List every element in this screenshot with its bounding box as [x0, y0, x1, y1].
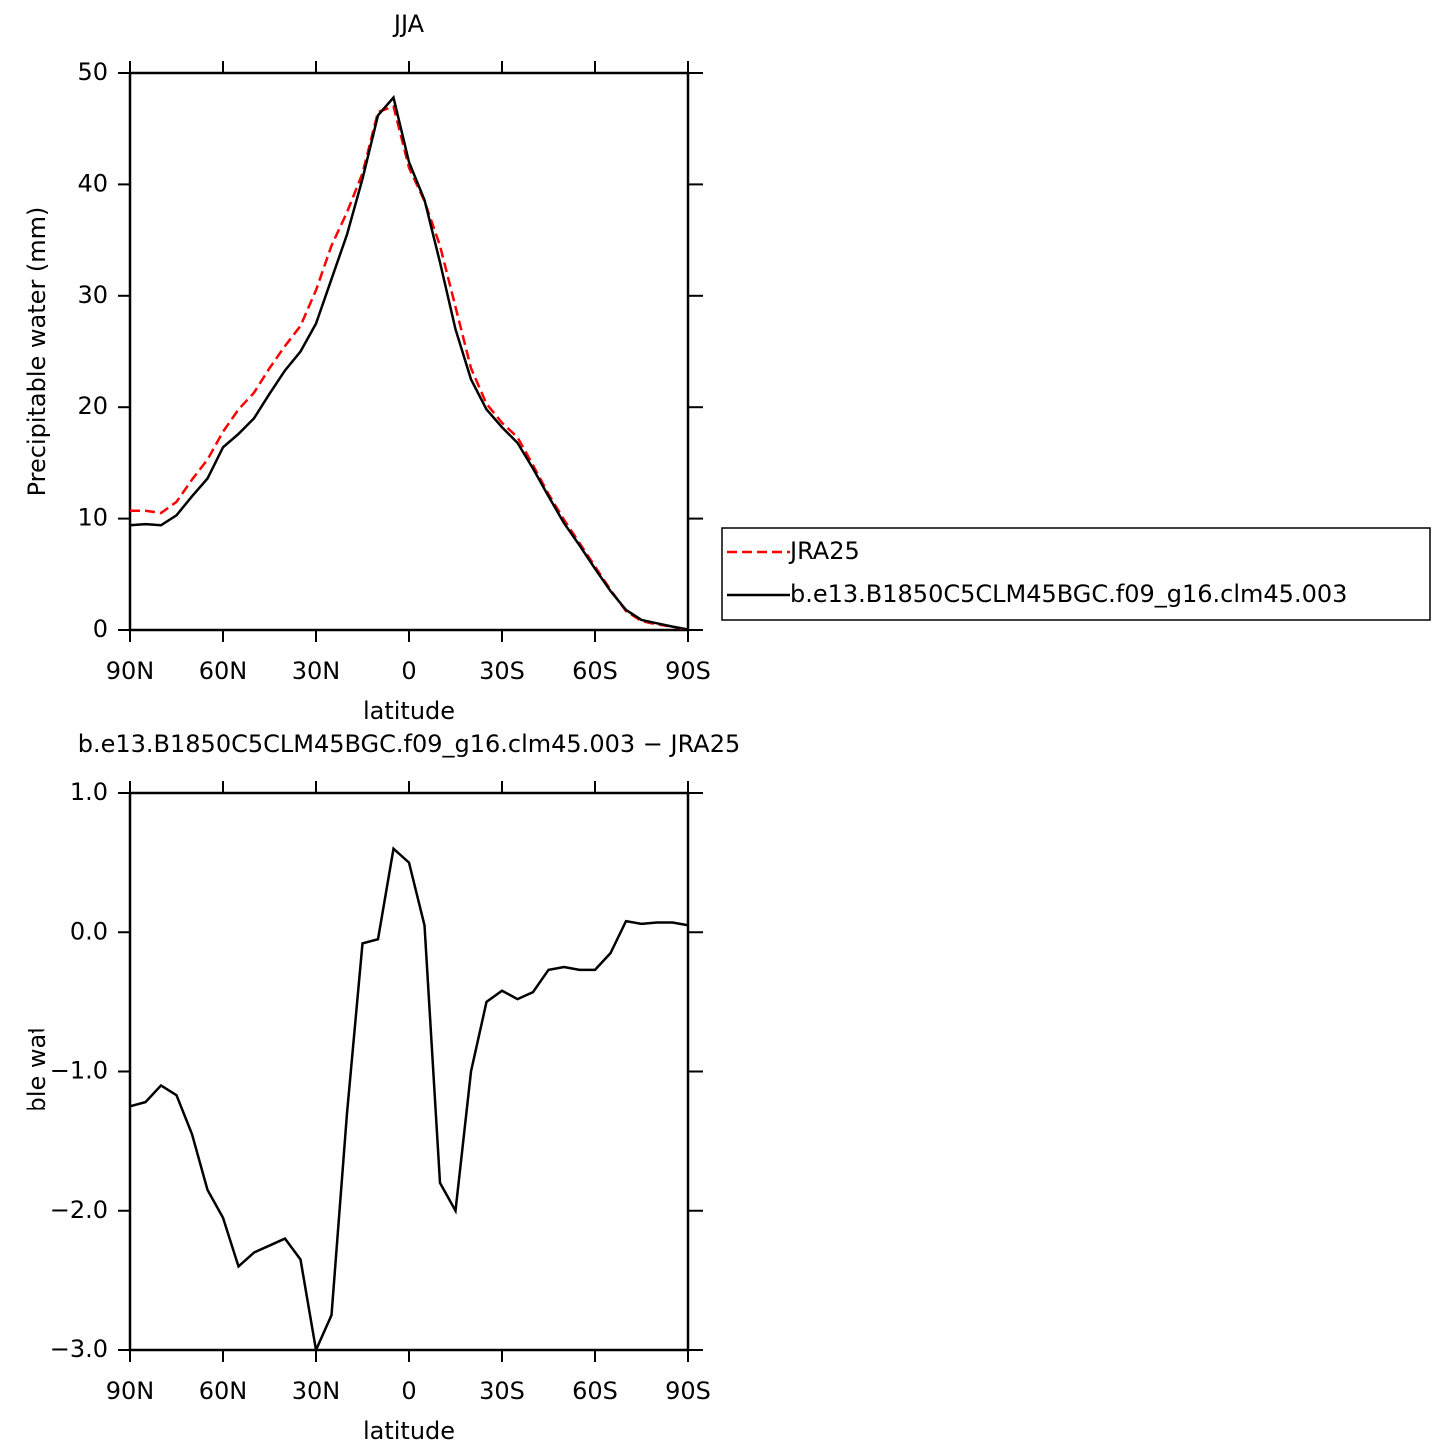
y-tick-label: 0.0 — [70, 917, 108, 945]
y-tick-label: −2.0 — [50, 1196, 108, 1224]
y-tick-label: 0 — [93, 615, 108, 643]
x-tick-label: 60S — [572, 1377, 618, 1405]
x-tick-label: 90S — [665, 657, 711, 685]
y-tick-label: 20 — [77, 392, 108, 420]
data-line — [130, 104, 689, 632]
x-tick-label: 90N — [106, 1377, 155, 1405]
x-axis-label: latitude — [363, 697, 455, 725]
y-tick-label: 30 — [77, 281, 108, 309]
x-tick-label: 30N — [292, 1377, 341, 1405]
x-tick-label: 60N — [199, 657, 248, 685]
y-tick-label: 50 — [77, 58, 108, 86]
y-axis-label: Precipitable water (mm) — [23, 927, 51, 1217]
legend-label: JRA25 — [788, 537, 860, 565]
chart-title: JJA — [392, 10, 425, 38]
y-tick-label: 10 — [77, 504, 108, 532]
y-tick-label: 40 — [77, 169, 108, 197]
x-tick-label: 30N — [292, 657, 341, 685]
y-axis-label: Precipitable water (mm) — [23, 207, 51, 497]
x-tick-label: 30S — [479, 657, 525, 685]
x-tick-label: 30S — [479, 1377, 525, 1405]
data-line — [129, 846, 689, 1355]
legend-box — [721, 527, 1431, 621]
x-tick-label: 60S — [572, 657, 618, 685]
data-line — [129, 94, 689, 631]
x-tick-label: 0 — [401, 1377, 416, 1405]
chart-title: b.e13.B1850C5CLM45BGC.f09_g16.clm45.003 … — [78, 730, 740, 758]
y-tick-label: 1.0 — [70, 778, 108, 806]
x-tick-label: 90N — [106, 657, 155, 685]
x-axis-label: latitude — [363, 1417, 455, 1445]
legend-label: b.e13.B1850C5CLM45BGC.f09_g16.clm45.003 — [790, 580, 1347, 608]
x-tick-label: 60N — [199, 1377, 248, 1405]
x-tick-label: 90S — [665, 1377, 711, 1405]
y-tick-label: −3.0 — [50, 1335, 108, 1363]
y-tick-label: −1.0 — [50, 1057, 108, 1085]
x-tick-label: 0 — [401, 657, 416, 685]
